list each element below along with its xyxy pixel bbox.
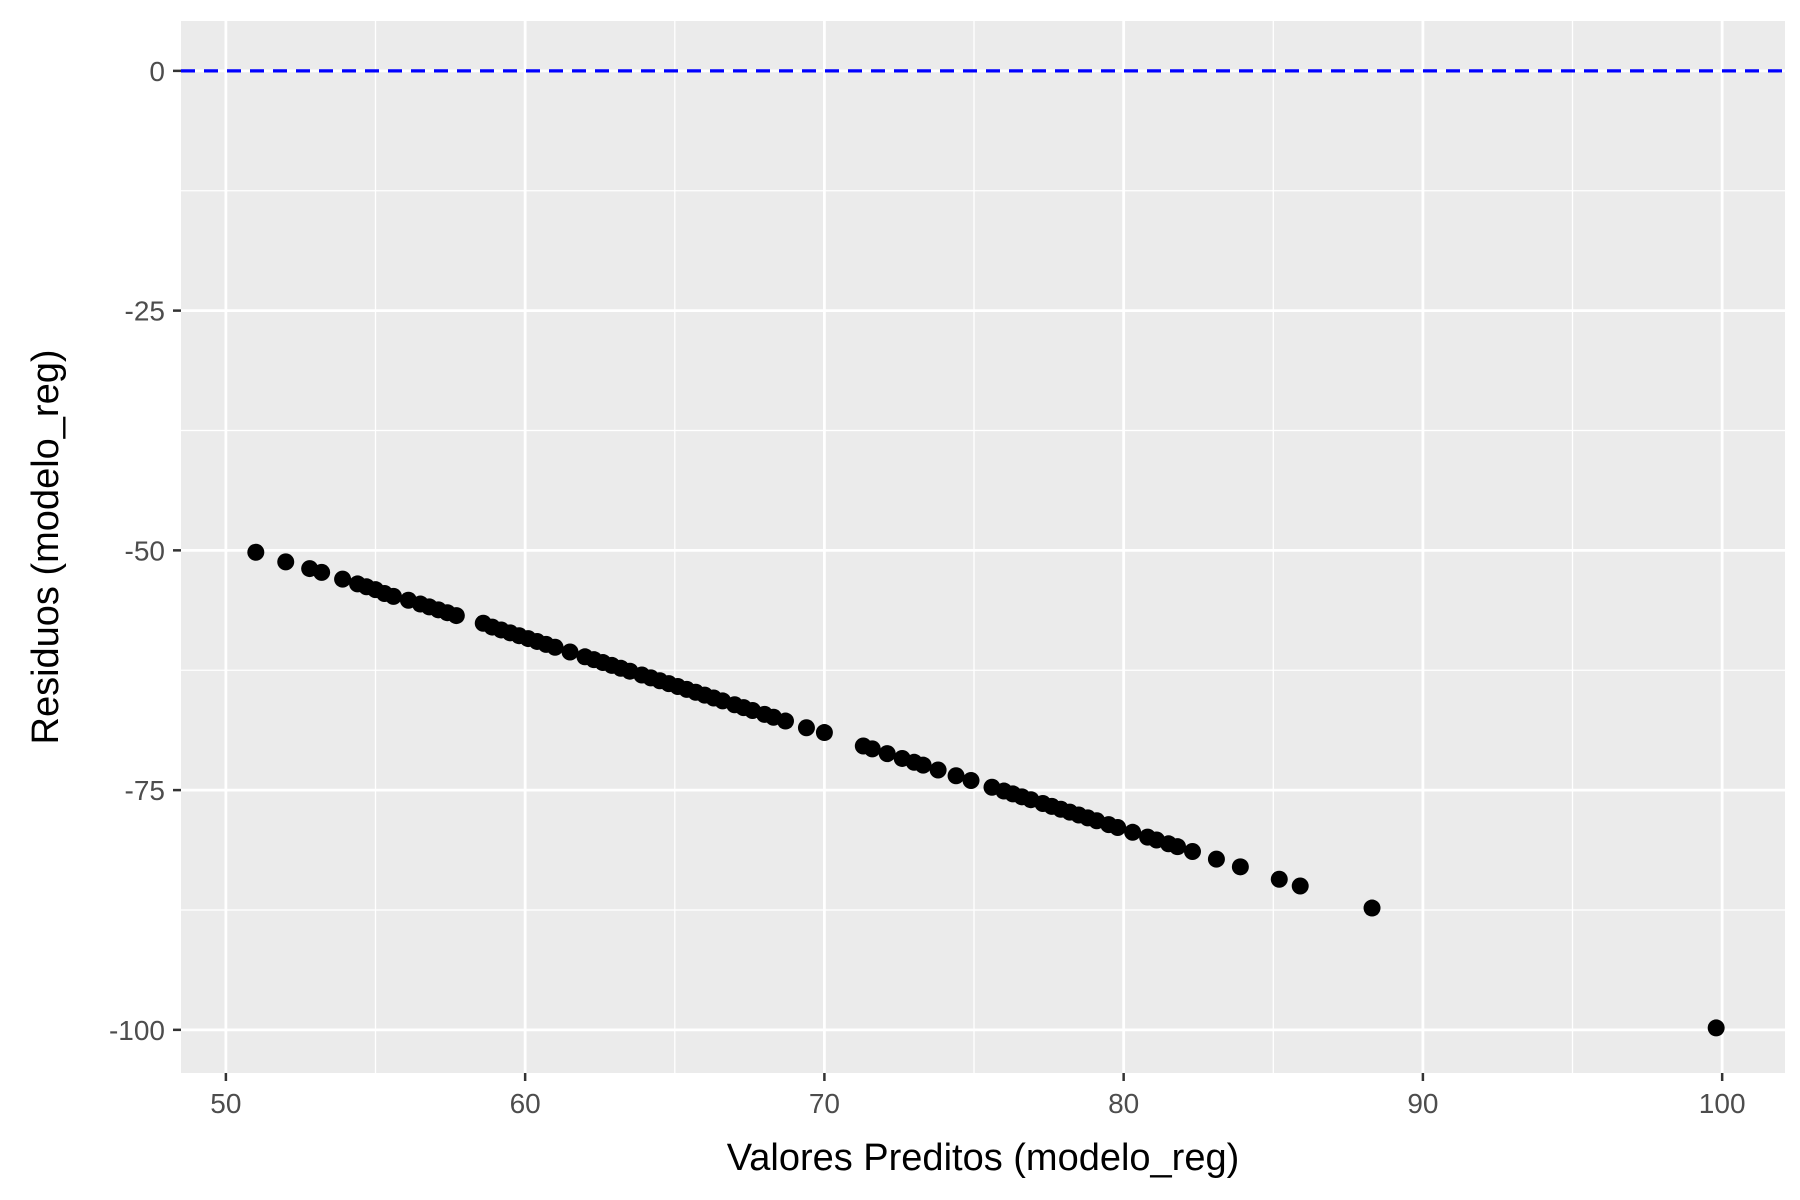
y-tick-label: -75: [125, 775, 165, 806]
x-axis: 50 60 70 80 90 100: [210, 1073, 1746, 1119]
data-point: [797, 719, 815, 737]
data-point: [1291, 877, 1309, 895]
data-point: [1207, 850, 1225, 868]
data-point: [815, 724, 833, 742]
y-tick-label: -50: [125, 535, 165, 566]
y-axis: 0 -25 -50 -75 -100: [109, 56, 181, 1046]
x-tick-label: 50: [210, 1088, 241, 1119]
data-point: [914, 756, 932, 774]
data-point: [313, 563, 331, 581]
x-tick-label: 90: [1407, 1088, 1438, 1119]
x-tick-label: 100: [1699, 1088, 1746, 1119]
data-point: [247, 543, 265, 561]
x-tick-label: 70: [809, 1088, 840, 1119]
major-gridlines: [181, 21, 1785, 1073]
data-point: [863, 740, 881, 758]
data-point: [1183, 842, 1201, 860]
minor-gridlines: [181, 21, 1785, 1073]
data-point: [1270, 870, 1288, 888]
data-points: [247, 543, 1725, 1037]
data-point: [277, 553, 295, 571]
data-point: [962, 772, 980, 790]
data-point: [1169, 838, 1187, 856]
data-point: [1363, 899, 1381, 917]
x-tick-label: 60: [510, 1088, 541, 1119]
data-point: [1109, 819, 1127, 837]
data-point: [334, 570, 352, 588]
data-point: [947, 767, 965, 785]
data-point: [776, 712, 794, 730]
data-point: [1124, 823, 1142, 841]
data-point: [561, 643, 579, 661]
data-point: [546, 638, 564, 656]
panel-background: [181, 21, 1785, 1073]
data-point: [384, 587, 402, 605]
data-point: [929, 761, 947, 779]
y-tick-label: -100: [109, 1015, 165, 1046]
x-tick-label: 80: [1108, 1088, 1139, 1119]
data-point: [878, 745, 896, 763]
data-point: [1231, 858, 1249, 876]
data-point: [1707, 1019, 1725, 1037]
x-axis-title: Valores Preditos (modelo_reg): [727, 1137, 1240, 1179]
y-tick-label: 0: [149, 56, 165, 87]
data-point: [447, 607, 465, 625]
y-axis-title: Residuos (modelo_reg): [25, 350, 67, 745]
y-tick-label: -25: [125, 296, 165, 327]
